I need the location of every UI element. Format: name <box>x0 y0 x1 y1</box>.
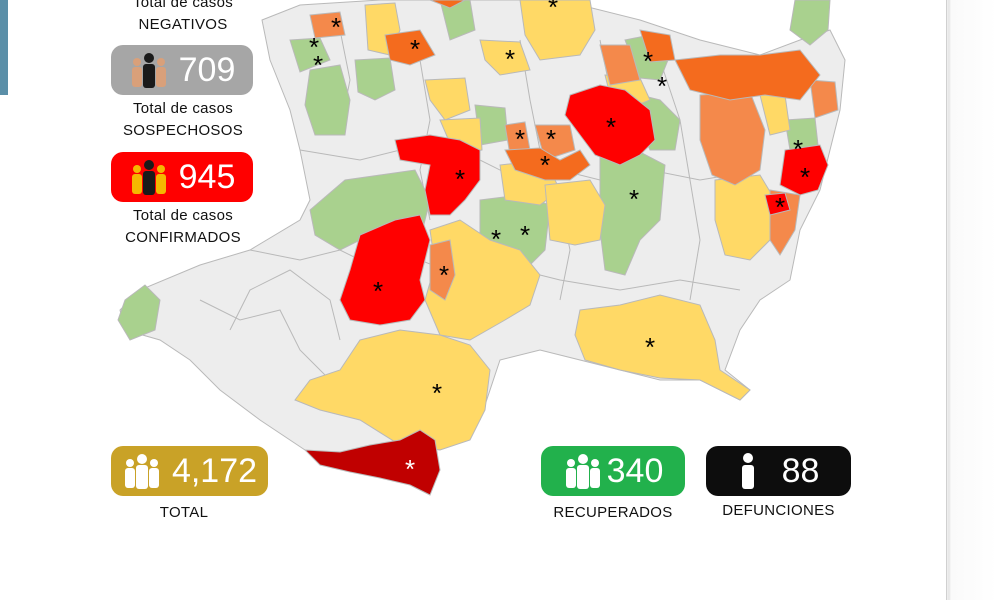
region-coast-darkred <box>303 429 441 496</box>
region-red-3 <box>564 84 656 166</box>
map-marker: * <box>455 164 465 194</box>
region-yellow-4 <box>424 77 471 121</box>
negativos-caption: Total de casos NEGATIVOS <box>110 0 256 36</box>
sospechosos-badge: 709 <box>111 45 253 95</box>
map-marker: * <box>540 150 550 180</box>
sospechosos-caption-line2: SOSPECHOSOS <box>123 122 243 139</box>
region-red-2 <box>339 214 431 326</box>
region-yellow-1 <box>519 0 596 61</box>
region-red-1 <box>394 134 481 216</box>
region-red-4 <box>779 144 829 196</box>
region-deeporange-3 <box>504 147 591 181</box>
recuperados-value: 340 <box>606 451 664 490</box>
recuperados-caption: RECUPERADOS <box>553 504 673 521</box>
map-marker: * <box>439 260 449 290</box>
map-marker: * <box>546 124 556 154</box>
map-marker: * <box>643 46 653 76</box>
map-marker: * <box>606 112 616 142</box>
map-marker: * <box>520 220 530 250</box>
region-yellow-9 <box>294 329 491 451</box>
region-green-13 <box>117 284 161 341</box>
region-deeporange-1 <box>674 49 821 101</box>
map-marker: * <box>775 192 785 222</box>
confirmados-badge: 945 <box>111 152 253 202</box>
negativos-caption-line2: NEGATIVOS <box>138 16 228 33</box>
sospechosos-caption: Total de casos SOSPECHOSOS <box>110 98 256 142</box>
region-yellow-7 <box>544 179 606 246</box>
map-marker: * <box>657 71 667 101</box>
map-marker: * <box>313 50 323 80</box>
map-marker: * <box>515 124 525 154</box>
defunciones-value: 88 <box>781 451 820 490</box>
window-edge-left <box>0 0 8 95</box>
region-deeporange-2 <box>384 29 436 66</box>
people-group-icon <box>129 158 169 196</box>
map-marker: * <box>793 134 803 164</box>
confirmados-caption-line1: Total de casos <box>132 207 234 224</box>
map-marker: * <box>629 184 639 214</box>
map-marker: * <box>548 0 558 22</box>
person-icon <box>738 452 758 490</box>
region-deeporange-4 <box>639 29 676 63</box>
confirmados-caption-line2: CONFIRMADOS <box>125 229 241 246</box>
region-orange-3 <box>809 79 839 119</box>
total-caption: TOTAL <box>159 504 209 521</box>
negativos-caption-line1: Total de casos <box>132 0 234 11</box>
map-marker: * <box>645 332 655 362</box>
people-group-icon <box>563 452 603 490</box>
region-red-5 <box>764 192 791 216</box>
region-green-2 <box>354 57 396 101</box>
defunciones-badge: 88 <box>706 446 851 496</box>
region-orange-1 <box>599 44 641 86</box>
region-green-11 <box>789 0 831 46</box>
map-marker: * <box>505 44 515 74</box>
window-edge-right <box>946 0 1000 600</box>
map-marker: * <box>491 224 501 254</box>
region-yellow-11 <box>714 174 776 261</box>
map-marker: * <box>432 378 442 408</box>
region-yellow-10 <box>574 294 751 401</box>
sospechosos-caption-line1: Total de casos <box>132 100 234 117</box>
region-orange-2 <box>699 91 766 186</box>
total-value: 4,172 <box>171 451 258 490</box>
region-yellow-8 <box>424 219 541 341</box>
map-marker: * <box>410 34 420 64</box>
confirmados-value: 945 <box>178 157 236 196</box>
defunciones-caption: DEFUNCIONES <box>722 502 835 519</box>
confirmados-caption: Total de casos CONFIRMADOS <box>110 205 256 249</box>
map-marker: * <box>373 276 383 306</box>
region-yellow-2 <box>479 39 531 76</box>
recuperados-badge: 340 <box>541 446 685 496</box>
region-green-3 <box>289 37 331 73</box>
map-marker: * <box>331 12 341 42</box>
total-badge: 4,172 <box>111 446 268 496</box>
region-green-8 <box>599 149 666 276</box>
map-marker: * <box>800 162 810 192</box>
region-green-1 <box>304 64 351 136</box>
map-marker: * <box>309 32 319 62</box>
people-group-icon <box>122 452 162 490</box>
region-deeporange-5 <box>429 0 466 9</box>
region-orange-5 <box>429 239 456 301</box>
map-marker-white: * <box>405 454 415 484</box>
people-group-icon <box>129 51 169 89</box>
sospechosos-value: 709 <box>178 50 236 89</box>
region-green-4 <box>439 0 476 41</box>
region-orange-8 <box>309 11 346 39</box>
